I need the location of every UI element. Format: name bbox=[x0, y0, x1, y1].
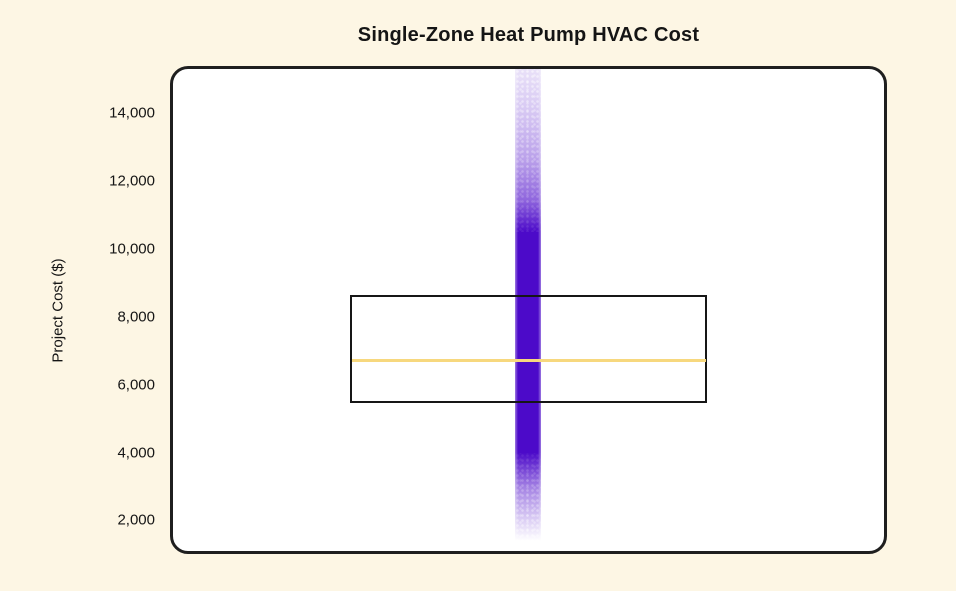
y-tick-label: 2,000 bbox=[117, 511, 155, 529]
strip-speckle-bottom bbox=[515, 453, 541, 543]
y-tick-label: 6,000 bbox=[117, 376, 155, 394]
chart-title: Single-Zone Heat Pump HVAC Cost bbox=[357, 24, 700, 46]
y-tick-label: 14,000 bbox=[109, 104, 155, 122]
strip-plot bbox=[515, 69, 541, 551]
median-line bbox=[352, 359, 706, 363]
y-axis-ticks: 2,000 4,000 6,000 8,000 10,000 12,000 14,000 bbox=[0, 69, 158, 551]
strip-speckle-top bbox=[515, 69, 541, 232]
y-tick-label: 12,000 bbox=[109, 172, 155, 190]
y-tick-label: 10,000 bbox=[109, 240, 155, 258]
plot-panel bbox=[170, 66, 887, 554]
y-tick-label: 4,000 bbox=[117, 444, 155, 462]
y-tick-label: 8,000 bbox=[117, 308, 155, 326]
box-iqr bbox=[350, 294, 707, 404]
